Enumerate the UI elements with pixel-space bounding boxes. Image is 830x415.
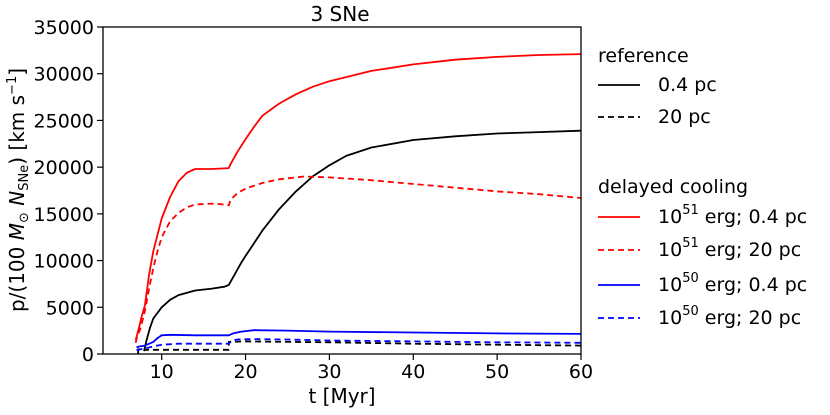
x-axis: 10 20 30 40 50 60 xyxy=(150,354,593,383)
legend-rest: erg; 0.4 pc xyxy=(699,274,807,296)
y-axis: 0 5000 10000 15000 20000 25000 30000 35000 xyxy=(34,17,103,366)
legend-entry-label: 0.4 pc xyxy=(658,74,717,96)
y-label-part: SNe xyxy=(17,165,32,191)
series-layer xyxy=(134,53,582,354)
y-tick-label: 5000 xyxy=(46,297,94,319)
plot-frame xyxy=(102,26,582,355)
x-tick-label: 40 xyxy=(401,361,425,383)
series-line-1 xyxy=(137,340,582,354)
y-tick-label: 35000 xyxy=(34,17,94,39)
legend-entry-label: 1050 erg; 0.4 pc xyxy=(658,271,807,296)
y-tick-label: 10000 xyxy=(34,251,94,273)
legend-exponent: 50 xyxy=(682,304,699,319)
legend-group-title: reference xyxy=(598,45,689,67)
legend-rest: erg; 20 pc xyxy=(699,239,801,261)
x-tick-label: 50 xyxy=(485,361,509,383)
y-tick-label: 15000 xyxy=(34,204,94,226)
series-line-3 xyxy=(134,175,582,343)
x-tick-label: 20 xyxy=(233,361,257,383)
legend-mantissa: 10 xyxy=(658,274,682,296)
y-label-part: −1 xyxy=(5,76,20,95)
y-axis-label: p/(100 M⊙ NSNe) [km s−1] xyxy=(5,68,32,312)
legend-rest: erg; 0.4 pc xyxy=(699,206,807,228)
series-line-4 xyxy=(136,329,582,349)
x-tick-label: 10 xyxy=(150,361,174,383)
y-label-part: ] xyxy=(5,68,29,76)
x-tick-label: 60 xyxy=(569,361,593,383)
series-line-5 xyxy=(136,338,582,352)
x-tick-label: 30 xyxy=(317,361,341,383)
chart-title: 3 SNe xyxy=(310,2,369,26)
legend-entry-label: 1051 erg; 0.4 pc xyxy=(658,203,807,228)
y-label-part: p/(100 xyxy=(5,240,29,312)
y-label-part: ⊙ xyxy=(17,212,32,223)
y-label-part: N xyxy=(5,191,29,212)
y-tick-label: 30000 xyxy=(34,64,94,86)
y-tick-label: 0 xyxy=(82,344,94,366)
y-label-part: ) [km s xyxy=(5,95,29,165)
y-tick-label: 20000 xyxy=(34,157,94,179)
legend-exponent: 51 xyxy=(682,203,699,218)
series-line-0 xyxy=(143,129,582,352)
legend-group-title: delayed cooling xyxy=(598,176,748,198)
series-line-2 xyxy=(134,53,582,341)
legend-entry-label: 1050 erg; 20 pc xyxy=(658,304,801,329)
legend-mantissa: 10 xyxy=(658,206,682,228)
legend-exponent: 50 xyxy=(682,271,699,286)
legend-rest: erg; 20 pc xyxy=(699,307,801,329)
x-axis-label: t [Myr] xyxy=(308,384,375,408)
legend: reference 0.4 pc 20 pc delayed cooling 1051 … xyxy=(598,45,807,329)
y-tick-label: 25000 xyxy=(34,110,94,132)
legend-mantissa: 10 xyxy=(658,239,682,261)
y-label-part: M xyxy=(5,223,29,240)
legend-entry-label: 1051 erg; 20 pc xyxy=(658,236,801,261)
legend-mantissa: 10 xyxy=(658,307,682,329)
legend-entry-label: 20 pc xyxy=(658,106,711,128)
legend-exponent: 51 xyxy=(682,236,699,251)
